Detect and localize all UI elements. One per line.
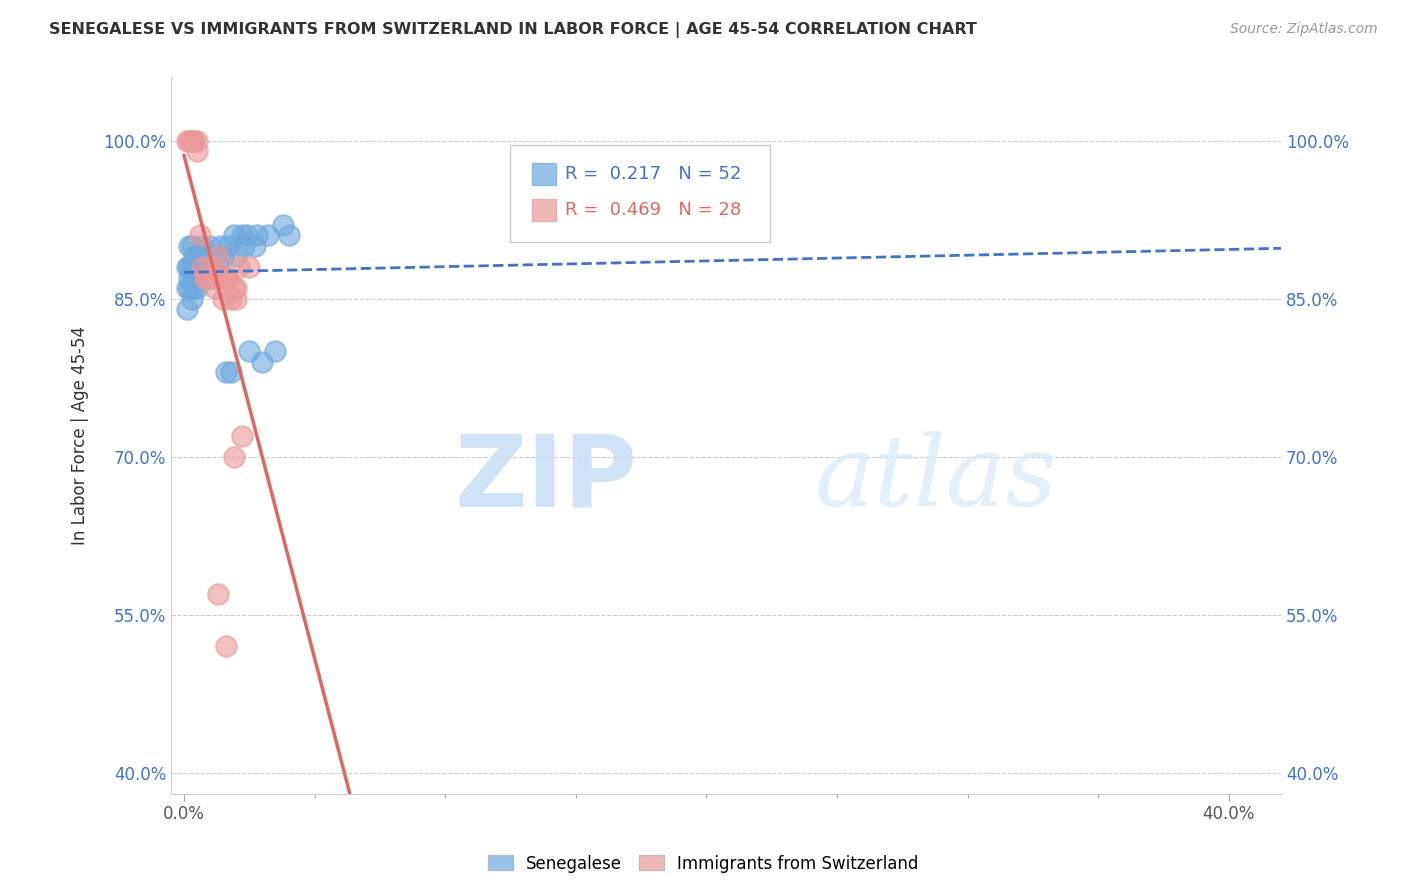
Point [183, 260, 205, 274]
Point [191, 239, 214, 253]
Text: Source: ZipAtlas.com: Source: ZipAtlas.com [1230, 22, 1378, 37]
Point [217, 239, 239, 253]
Point [246, 228, 269, 243]
Point [183, 281, 205, 295]
Point [176, 260, 198, 274]
Point [179, 239, 201, 253]
Text: atlas: atlas [814, 431, 1057, 526]
Point [183, 250, 205, 264]
Text: SENEGALESE VS IMMIGRANTS FROM SWITZERLAND IN LABOR FORCE | AGE 45-54 CORRELATION: SENEGALESE VS IMMIGRANTS FROM SWITZERLAN… [49, 22, 977, 38]
Point [191, 260, 214, 274]
Point [222, 281, 245, 295]
Point [180, 260, 202, 274]
Point [191, 270, 214, 285]
Point [179, 260, 201, 274]
Point [252, 355, 274, 369]
Point [198, 270, 221, 285]
Point [212, 292, 235, 306]
Point [186, 144, 208, 158]
Point [188, 270, 211, 285]
Point [225, 281, 247, 295]
Point [197, 260, 219, 274]
Point [188, 250, 211, 264]
Text: R =  0.217   N = 52: R = 0.217 N = 52 [565, 165, 741, 183]
Point [204, 281, 226, 295]
Point [217, 270, 239, 285]
Point [204, 250, 226, 264]
Point [222, 450, 245, 464]
Point [243, 239, 266, 253]
Point [238, 344, 260, 359]
Point [271, 218, 294, 232]
Point [183, 134, 205, 148]
Point [194, 270, 217, 285]
Point [217, 270, 239, 285]
Point [207, 260, 229, 274]
Point [228, 260, 250, 274]
Point [186, 250, 208, 264]
Point [179, 281, 201, 295]
Point [180, 239, 202, 253]
Point [180, 270, 202, 285]
Point [219, 365, 242, 379]
Point [264, 344, 287, 359]
Point [207, 270, 229, 285]
Point [277, 228, 299, 243]
Point [186, 270, 208, 285]
Point [176, 281, 198, 295]
Point [179, 270, 201, 285]
Point [198, 239, 221, 253]
Point [209, 239, 232, 253]
Point [235, 228, 257, 243]
Point [183, 270, 205, 285]
Point [179, 134, 201, 148]
Point [186, 260, 208, 274]
Legend: Senegalese, Immigrants from Switzerland: Senegalese, Immigrants from Switzerland [481, 848, 925, 880]
Point [180, 134, 202, 148]
Point [215, 270, 238, 285]
Point [231, 228, 253, 243]
Point [180, 134, 202, 148]
Point [222, 228, 245, 243]
Point [180, 292, 202, 306]
Point [176, 134, 198, 148]
Point [197, 270, 219, 285]
Text: R =  0.469   N = 28: R = 0.469 N = 28 [565, 201, 741, 219]
Point [186, 134, 208, 148]
Point [201, 260, 224, 274]
Point [212, 250, 235, 264]
Point [207, 586, 229, 600]
Point [198, 270, 221, 285]
Point [188, 228, 211, 243]
Y-axis label: In Labor Force | Age 45-54: In Labor Force | Age 45-54 [72, 326, 89, 545]
Point [238, 260, 260, 274]
Point [188, 260, 211, 274]
Point [225, 250, 247, 264]
Point [207, 250, 229, 264]
Point [194, 270, 217, 285]
Point [186, 281, 208, 295]
Point [219, 292, 242, 306]
Point [201, 260, 224, 274]
Point [231, 428, 253, 442]
Point [225, 292, 247, 306]
Point [191, 260, 214, 274]
Point [233, 239, 256, 253]
Point [194, 260, 217, 274]
Point [197, 250, 219, 264]
FancyBboxPatch shape [509, 145, 770, 242]
Point [215, 639, 238, 653]
FancyBboxPatch shape [531, 199, 557, 220]
Point [215, 365, 238, 379]
Point [256, 228, 278, 243]
Point [176, 302, 198, 317]
FancyBboxPatch shape [531, 163, 557, 185]
Text: ZIP: ZIP [454, 430, 637, 527]
